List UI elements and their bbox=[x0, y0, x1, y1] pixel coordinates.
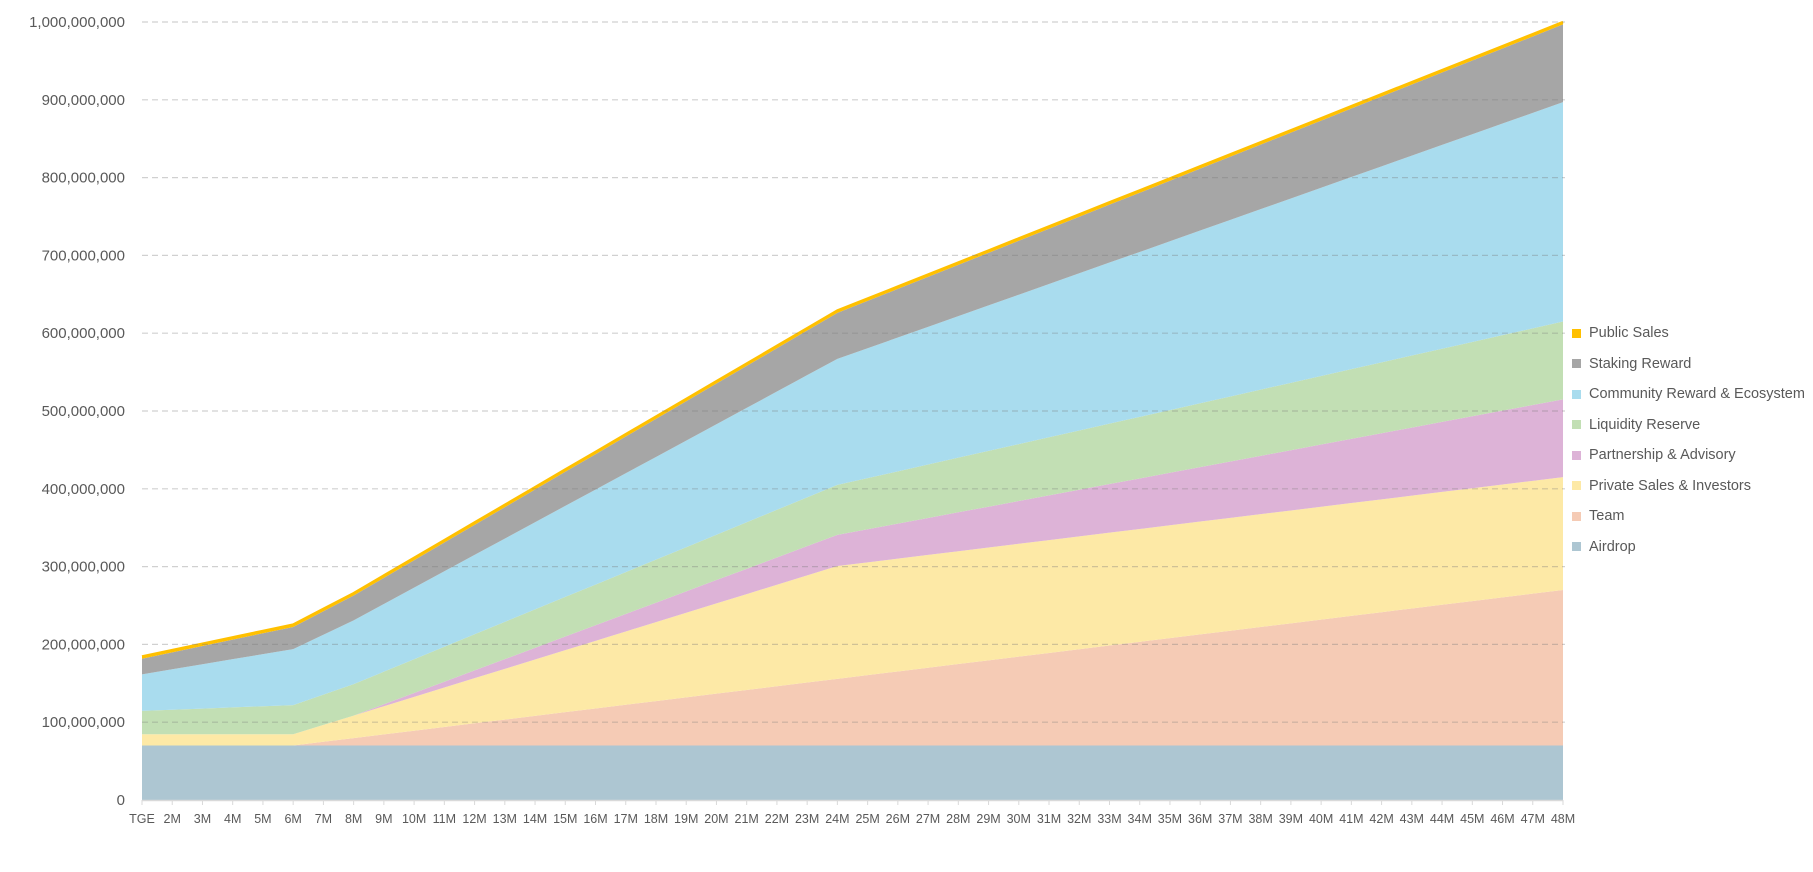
x-tick-label: 8M bbox=[345, 812, 362, 826]
legend-item: Airdrop bbox=[1572, 532, 1805, 563]
x-tick-label: 30M bbox=[1007, 812, 1031, 826]
area-community-reward-ecosystem bbox=[142, 102, 1563, 711]
x-tick-label: 18M bbox=[644, 812, 668, 826]
legend-label: Liquidity Reserve bbox=[1589, 416, 1701, 433]
y-tick-label: 1,000,000,000 bbox=[29, 14, 125, 31]
x-tick-label: 12M bbox=[462, 812, 486, 826]
legend-label: Partnership & Advisory bbox=[1589, 447, 1736, 464]
x-tick-label: 45M bbox=[1460, 812, 1484, 826]
chart-legend: Public Sales Staking Reward Community Rewa… bbox=[1572, 318, 1805, 562]
legend-item: Community Reward & Ecosystem bbox=[1572, 379, 1805, 410]
x-tick-label: 4M bbox=[224, 812, 241, 826]
x-tick-label: 11M bbox=[433, 812, 456, 826]
x-tick-label: 26M bbox=[886, 812, 910, 826]
x-tick-label: 7M bbox=[315, 812, 332, 826]
x-tick-label: 44M bbox=[1430, 812, 1454, 826]
x-tick-label: 20M bbox=[704, 812, 728, 826]
x-tick-label: 10M bbox=[402, 812, 426, 826]
legend-label: Private Sales & Investors bbox=[1589, 477, 1751, 494]
x-tick-label: 2M bbox=[164, 812, 181, 826]
x-tick-label: 41M bbox=[1339, 812, 1363, 826]
area-private-sales-investors bbox=[142, 477, 1563, 746]
y-tick-label: 0 bbox=[117, 792, 125, 809]
x-tick-label: 19M bbox=[674, 812, 698, 826]
x-tick-label: 22M bbox=[765, 812, 789, 826]
legend-swatch bbox=[1572, 420, 1581, 430]
area-airdrop bbox=[142, 745, 1563, 800]
legend-swatch bbox=[1572, 389, 1581, 399]
x-tick-label: 17M bbox=[614, 812, 638, 826]
area-layers bbox=[141, 20, 1564, 800]
legend-item: Public Sales bbox=[1572, 318, 1805, 349]
x-tick-label: 13M bbox=[493, 812, 517, 826]
x-tick-label: 36M bbox=[1188, 812, 1212, 826]
legend-swatch bbox=[1572, 511, 1581, 521]
x-tick-label: 5M bbox=[254, 812, 271, 826]
x-tick-label: 28M bbox=[946, 812, 970, 826]
x-tick-label: 31M bbox=[1037, 812, 1061, 826]
legend-label: Airdrop bbox=[1589, 538, 1636, 555]
x-tick-label: TGE bbox=[129, 812, 155, 826]
x-tick-label: 16M bbox=[583, 812, 607, 826]
x-tick-label: 6M bbox=[284, 812, 301, 826]
x-tick-label: 42M bbox=[1369, 812, 1393, 826]
legend-item: Liquidity Reserve bbox=[1572, 410, 1805, 441]
x-tick-label: 15M bbox=[553, 812, 577, 826]
area-staking-reward bbox=[142, 24, 1563, 675]
gridlines bbox=[142, 21, 1565, 802]
area-partnership-advisory bbox=[142, 399, 1563, 735]
y-tick-label: 200,000,000 bbox=[42, 636, 125, 653]
x-axis-tick-labels: TGE 2M 3M 4M 5M 6M 7M 8M 9M 10M 11M 12M 13M 14M 15M 16M… bbox=[129, 800, 1575, 826]
legend-swatch bbox=[1572, 542, 1581, 552]
y-tick-label: 400,000,000 bbox=[42, 481, 125, 498]
x-tick-label: 40M bbox=[1309, 812, 1333, 826]
x-tick-label: 24M bbox=[825, 812, 849, 826]
y-tick-label: 100,000,000 bbox=[42, 714, 125, 731]
y-tick-label: 900,000,000 bbox=[42, 92, 125, 109]
legend-item: Staking Reward bbox=[1572, 349, 1805, 380]
legend-label: Staking Reward bbox=[1589, 355, 1692, 372]
legend-item: Partnership & Advisory bbox=[1572, 440, 1805, 471]
area-team bbox=[142, 589, 1563, 746]
x-tick-label: 32M bbox=[1067, 812, 1091, 826]
legend-swatch bbox=[1572, 328, 1581, 338]
legend-swatch bbox=[1572, 481, 1581, 491]
legend-item: Team bbox=[1572, 501, 1805, 532]
x-tick-label: 23M bbox=[795, 812, 819, 826]
legend-label: Public Sales bbox=[1589, 325, 1669, 342]
area-liquidity-reserve bbox=[142, 321, 1563, 735]
x-tick-label: 14M bbox=[523, 812, 547, 826]
legend-label: Team bbox=[1589, 508, 1625, 525]
x-tick-label: 38M bbox=[1248, 812, 1272, 826]
y-axis-tick-labels: 0 100,000,000 200,000,000 300,000,000 400,00… bbox=[29, 14, 125, 809]
legend-swatch bbox=[1572, 450, 1581, 460]
y-tick-label: 300,000,000 bbox=[42, 559, 125, 576]
x-tick-label: 43M bbox=[1400, 812, 1424, 826]
x-tick-label: 9M bbox=[375, 812, 392, 826]
x-tick-label: 48M bbox=[1551, 812, 1575, 826]
legend-label: Community Reward & Ecosystem bbox=[1589, 386, 1805, 403]
x-tick-label: 47M bbox=[1521, 812, 1545, 826]
legend-swatch bbox=[1572, 359, 1581, 369]
x-tick-label: 21M bbox=[735, 812, 759, 826]
x-tick-label: 33M bbox=[1097, 812, 1121, 826]
x-tick-label: 37M bbox=[1218, 812, 1242, 826]
legend-item: Private Sales & Investors bbox=[1572, 471, 1805, 502]
y-tick-label: 500,000,000 bbox=[42, 403, 125, 420]
x-tick-label: 27M bbox=[916, 812, 940, 826]
y-tick-label: 800,000,000 bbox=[42, 170, 125, 187]
x-tick-label: 3M bbox=[194, 812, 211, 826]
x-tick-label: 25M bbox=[855, 812, 879, 826]
x-tick-label: 46M bbox=[1490, 812, 1514, 826]
x-tick-label: 34M bbox=[1128, 812, 1152, 826]
x-tick-label: 39M bbox=[1279, 812, 1303, 826]
public-sales-line bbox=[141, 20, 1564, 658]
x-tick-label: 29M bbox=[976, 812, 1000, 826]
x-tick-label: 35M bbox=[1158, 812, 1182, 826]
y-tick-label: 600,000,000 bbox=[42, 325, 125, 342]
y-tick-label: 700,000,000 bbox=[42, 247, 125, 264]
